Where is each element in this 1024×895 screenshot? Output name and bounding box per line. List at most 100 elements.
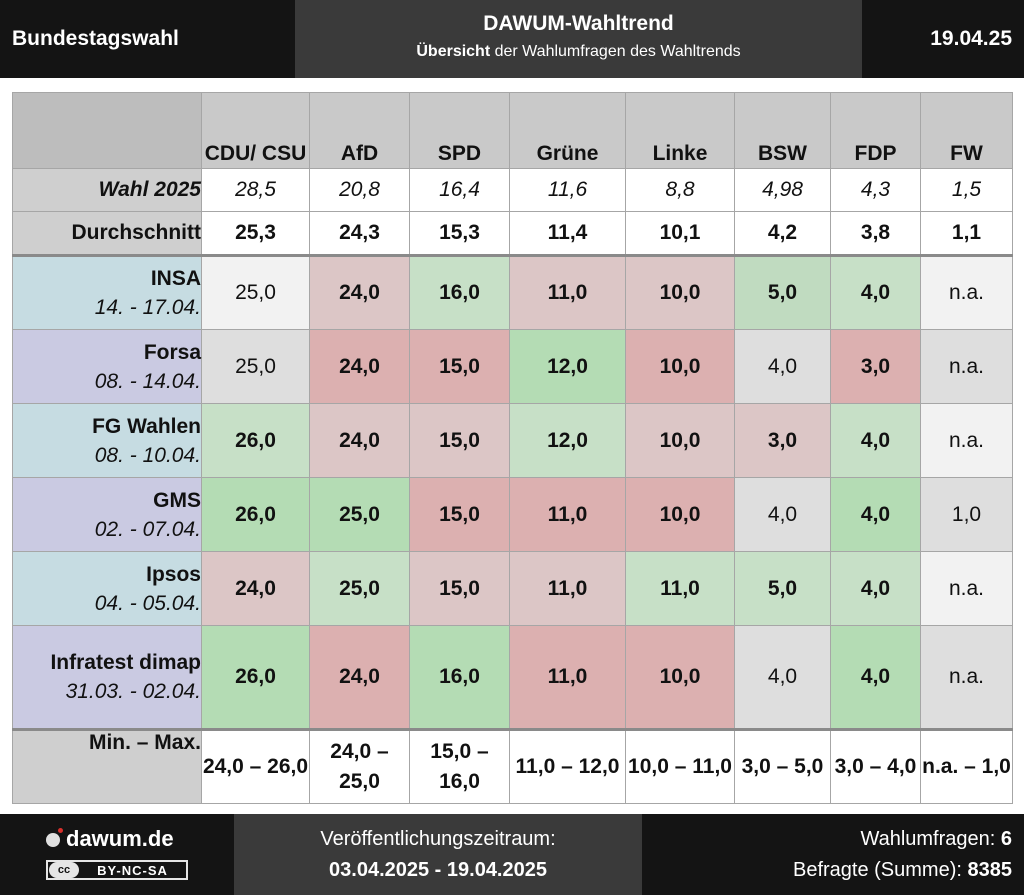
page-subtitle: Übersicht der Wahlumfragen des Wahltrend… xyxy=(295,43,862,61)
dawum-logo[interactable]: dawum.de xyxy=(46,826,174,852)
poll-date: 14. - 17.04. xyxy=(94,296,201,319)
poll-value: n.a. xyxy=(920,625,1013,730)
poll-value: 4,0 xyxy=(734,329,831,404)
institute-name: FG Wahlen xyxy=(92,414,201,438)
poll-value: 4,0 xyxy=(830,551,921,626)
period-value: 03.04.2025 - 19.04.2025 xyxy=(329,859,547,881)
poll-value: 4,0 xyxy=(830,625,921,730)
cc-icon: cc xyxy=(49,862,79,878)
poll-value: 25,0 xyxy=(309,477,410,552)
footer-bar: dawum.de cc BY-NC-SA Veröffentlichungszei… xyxy=(0,814,1024,895)
poll-value: 4,0 xyxy=(830,477,921,552)
polls-count-line: Wahlumfragen: 6 xyxy=(642,828,1012,851)
page-title: DAWUM-Wahltrend xyxy=(483,12,674,35)
poll-value: 1,0 xyxy=(920,477,1013,552)
poll-value: 11,0 xyxy=(509,254,626,330)
poll-value: 16,0 xyxy=(409,254,510,330)
min-max-value: 3,0 – 5,0 xyxy=(734,728,831,804)
poll-value: 11,0 xyxy=(509,625,626,730)
poll-value: 3,0 xyxy=(830,329,921,404)
election-result-value: 20,8 xyxy=(309,168,410,212)
poll-value: n.a. xyxy=(920,403,1013,478)
election-result-value: 16,4 xyxy=(409,168,510,212)
election-result-row: Wahl 2025 28,5 20,8 16,4 11,6 8,8 4,98 4,3 1,5 xyxy=(12,168,1013,212)
institute-name: GMS xyxy=(153,488,201,512)
min-max-value: 24,0 – 26,0 xyxy=(201,728,310,804)
logo-text: dawum.de xyxy=(66,826,174,851)
header-center: DAWUM-Wahltrend Übersicht der Wahlumfrag… xyxy=(295,0,862,78)
poll-value: 10,0 xyxy=(625,477,735,552)
institute-name: Ipsos xyxy=(146,562,201,586)
poll-value: 24,0 xyxy=(309,625,410,730)
poll-value: n.a. xyxy=(920,329,1013,404)
poll-value: 24,0 xyxy=(309,329,410,404)
footer-stats: Wahlumfragen: 6 Befragte (Summe): 8385 xyxy=(642,814,1024,895)
subtitle-bold: Übersicht xyxy=(416,43,491,60)
respondents-label: Befragte (Summe): xyxy=(792,859,968,881)
poll-date: 08. - 14.04. xyxy=(94,369,201,393)
min-max-value: 24,0 – 25,0 xyxy=(309,728,410,804)
average-value: 10,1 xyxy=(625,211,735,256)
institute-cell: FG Wahlen 08. - 10.04. xyxy=(12,403,202,478)
poll-row: GMS 02. - 07.04. 26,0 25,0 15,0 11,0 10,0 4,0 4,… xyxy=(12,477,1013,552)
institute-cell: Ipsos 04. - 05.04. xyxy=(12,551,202,626)
logo-icon xyxy=(46,828,63,847)
min-max-value: 11,0 – 12,0 xyxy=(509,728,626,804)
subtitle-rest: der Wahlumfragen des Wahltrends xyxy=(490,43,741,60)
poll-table: CDU/ CSU AfD SPD Grüne Linke BSW FDP FW Wahl 202… xyxy=(12,92,1013,804)
average-value: 3,8 xyxy=(830,211,921,256)
header-bar: Bundestagswahl DAWUM-Wahltrend Übersicht… xyxy=(0,0,1024,78)
poll-value: 24,0 xyxy=(309,254,410,330)
poll-value: 10,0 xyxy=(625,254,735,330)
min-max-label: Min. – Max. xyxy=(12,728,202,804)
min-max-value: 3,0 – 4,0 xyxy=(830,728,921,804)
poll-value: 25,0 xyxy=(309,551,410,626)
poll-value: 11,0 xyxy=(509,551,626,626)
election-result-value: 1,5 xyxy=(920,168,1013,212)
poll-value: 25,0 xyxy=(201,254,310,330)
average-row: Durchschnitt 25,3 24,3 15,3 11,4 10,1 4,2 3,8 1,… xyxy=(12,211,1013,256)
poll-row: FG Wahlen 08. - 10.04. 26,0 24,0 15,0 12,0 10,… xyxy=(12,403,1013,478)
poll-row: Infratest dimap 31.03. - 02.04. 26,0 24,0 16… xyxy=(12,625,1013,730)
poll-value: 12,0 xyxy=(509,329,626,404)
election-result-label: Wahl 2025 xyxy=(12,168,202,212)
min-max-value: 10,0 – 11,0 xyxy=(625,728,735,804)
poll-value: 4,0 xyxy=(830,254,921,330)
poll-value: 4,0 xyxy=(734,477,831,552)
poll-date: 02. - 07.04. xyxy=(94,517,201,541)
polls-count: 6 xyxy=(1000,828,1012,850)
license-badge[interactable]: cc BY-NC-SA xyxy=(46,860,188,880)
election-result-value: 11,6 xyxy=(509,168,626,212)
party-header: Linke xyxy=(625,92,735,169)
poll-value: 25,0 xyxy=(201,329,310,404)
poll-value: n.a. xyxy=(920,551,1013,626)
poll-row: INSA 14. - 17.04. 25,0 24,0 16,0 11,0 10,0 5,0 4… xyxy=(12,254,1013,330)
poll-value: 16,0 xyxy=(409,625,510,730)
institute-name: Forsa xyxy=(143,340,201,364)
poll-date: 31.03. - 02.04. xyxy=(65,680,201,703)
poll-value: 10,0 xyxy=(625,403,735,478)
poll-value: 11,0 xyxy=(509,477,626,552)
respondents-count: 8385 xyxy=(967,859,1013,881)
respondents-line: Befragte (Summe): 8385 xyxy=(642,859,1012,882)
election-result-value: 28,5 xyxy=(201,168,310,212)
party-header: FW xyxy=(920,92,1013,169)
poll-value: 26,0 xyxy=(201,477,310,552)
party-header: BSW xyxy=(734,92,831,169)
poll-value: 4,0 xyxy=(734,625,831,730)
average-value: 11,4 xyxy=(509,211,626,256)
party-header-row: CDU/ CSU AfD SPD Grüne Linke BSW FDP FW xyxy=(12,92,1013,169)
poll-value: 24,0 xyxy=(201,551,310,626)
poll-date: 08. - 10.04. xyxy=(94,443,201,467)
institute-cell: INSA 14. - 17.04. xyxy=(12,254,202,330)
average-value: 25,3 xyxy=(201,211,310,256)
average-value: 24,3 xyxy=(309,211,410,256)
election-result-value: 8,8 xyxy=(625,168,735,212)
min-max-value: 15,0 – 16,0 xyxy=(409,728,510,804)
election-result-value: 4,98 xyxy=(734,168,831,212)
poll-value: 11,0 xyxy=(625,551,735,626)
license-text: BY-NC-SA xyxy=(97,862,168,878)
poll-row: Forsa 08. - 14.04. 25,0 24,0 15,0 12,0 10,0 4,0… xyxy=(12,329,1013,404)
election-result-value: 4,3 xyxy=(830,168,921,212)
party-header: SPD xyxy=(409,92,510,169)
